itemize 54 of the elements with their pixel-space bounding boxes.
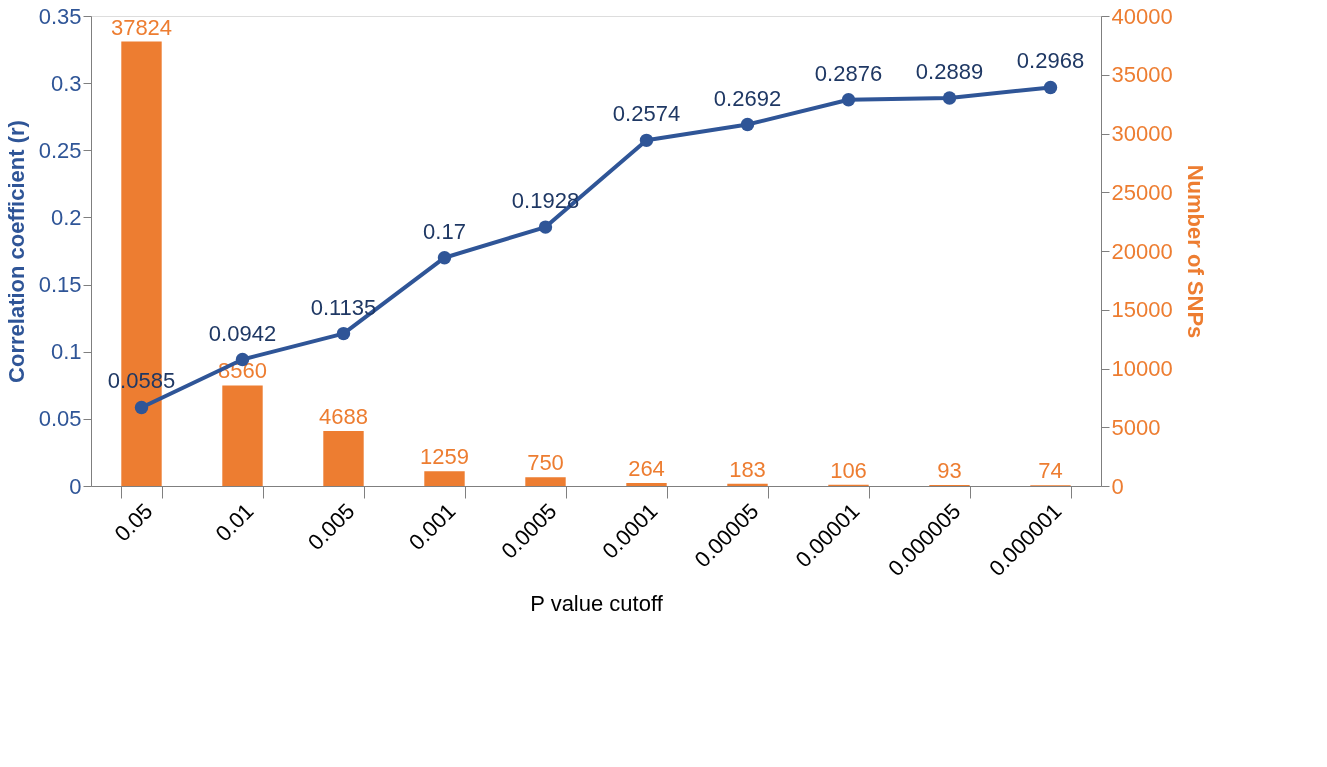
- y2-tick-label: 5000: [1111, 414, 1161, 440]
- bar: [727, 483, 768, 486]
- y2-tick-label: 35000: [1111, 62, 1173, 88]
- bar: [222, 385, 263, 486]
- data-label: 183: [729, 456, 766, 482]
- y2-tick-label: 15000: [1111, 297, 1173, 323]
- data-label: 0.2968: [1016, 48, 1085, 74]
- data-label: 0.17: [423, 218, 466, 244]
- data-label: 264: [628, 455, 665, 481]
- y2-tick-label: 40000: [1111, 3, 1173, 29]
- data-label: 0.2574: [612, 101, 681, 127]
- bar: [323, 430, 364, 486]
- point: [942, 91, 957, 105]
- bar: [424, 471, 465, 486]
- bar: [525, 477, 566, 486]
- data-label: 0.0942: [208, 320, 277, 346]
- point: [841, 93, 856, 107]
- data-label: 74: [1038, 458, 1063, 484]
- data-label: 4688: [319, 403, 368, 429]
- data-label: 0.2692: [713, 85, 782, 111]
- y2-tick-label: 25000: [1111, 179, 1173, 205]
- y-axis-title: Correlation coefficient (r): [3, 120, 29, 383]
- y-tick-label: 0.25: [38, 137, 82, 163]
- y-tick-label: 0.05: [38, 406, 82, 432]
- y2-tick-label: 20000: [1111, 238, 1173, 264]
- y-tick-label: 0.35: [38, 3, 82, 29]
- point: [538, 220, 553, 234]
- point: [336, 326, 351, 341]
- point: [437, 251, 452, 265]
- y2-tick-label: 0: [1111, 473, 1124, 499]
- point: [740, 117, 755, 132]
- y-tick-label: 0.2: [50, 204, 82, 230]
- data-label: 93: [937, 457, 962, 483]
- data-label: 750: [527, 450, 564, 476]
- data-label: 0.2889: [915, 59, 984, 85]
- data-label: 1259: [420, 444, 469, 470]
- bar: [626, 482, 667, 486]
- data-label: 37824: [110, 14, 173, 40]
- y-tick-label: 0: [69, 473, 82, 499]
- x-axis-title: P value cutoff: [530, 591, 664, 617]
- x-tick-label: 0.01: [210, 498, 259, 547]
- point: [639, 133, 654, 148]
- y-tick-label: 0.3: [50, 70, 82, 96]
- data-label: 0.1135: [310, 294, 377, 320]
- data-label: 0.2876: [814, 60, 883, 86]
- x-tick-label: 0.05: [109, 498, 158, 547]
- data-label: 106: [830, 457, 867, 483]
- y-tick-label: 0.15: [38, 272, 82, 298]
- y2-axis-title: Number of SNPs: [1182, 164, 1208, 339]
- y-tick-label: 0.1: [50, 339, 82, 365]
- y2-tick-label: 30000: [1111, 121, 1173, 146]
- point: [1043, 80, 1058, 95]
- y2-tick-label: 10000: [1111, 356, 1173, 381]
- point: [134, 400, 149, 415]
